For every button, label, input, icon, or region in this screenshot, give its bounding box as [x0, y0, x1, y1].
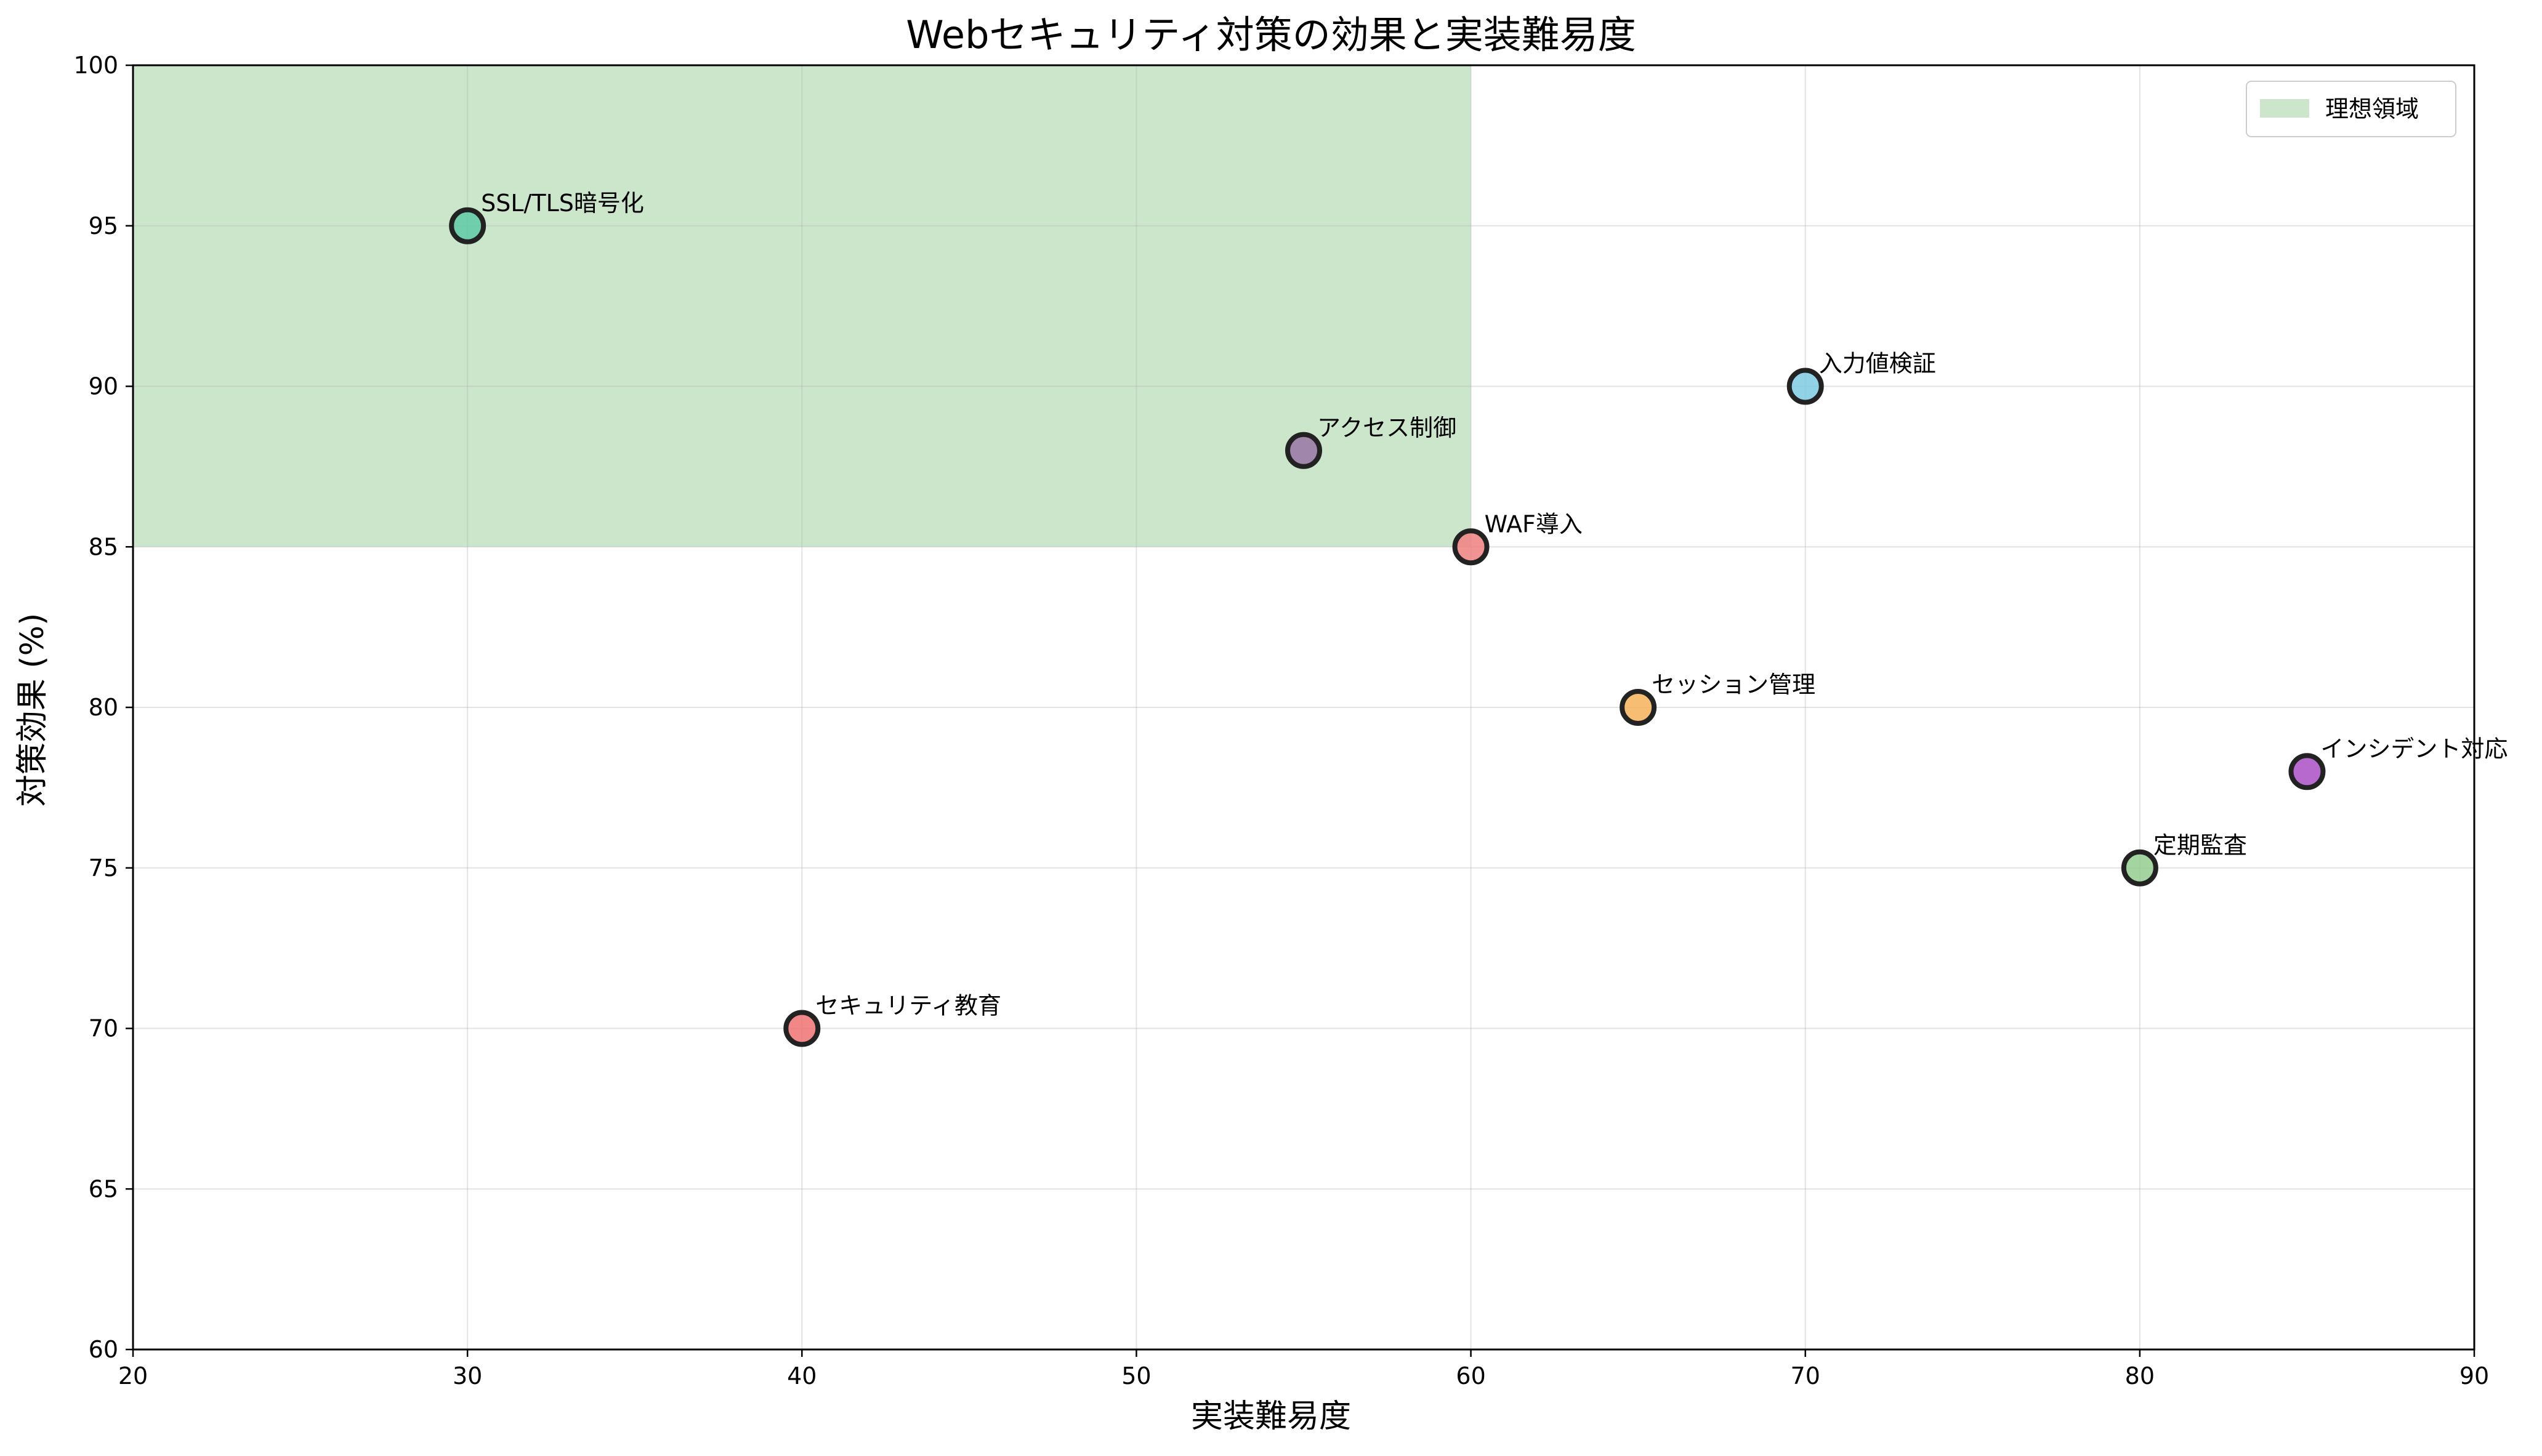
x-tick-label-7: 90 — [2459, 1362, 2489, 1390]
legend: 理想領域 — [2246, 81, 2456, 137]
y-tick-label-3: 75 — [89, 855, 118, 882]
y-tick-label-6: 90 — [89, 373, 118, 400]
x-tick-label-6: 80 — [2125, 1362, 2155, 1390]
x-tick-label-5: 70 — [1791, 1362, 1820, 1390]
y-tick-label-4: 80 — [89, 694, 118, 721]
data-point-label-6: 定期監査 — [2153, 832, 2247, 859]
legend-box — [2246, 81, 2456, 137]
y-tick-label-0: 60 — [89, 1336, 118, 1363]
chart-title: Webセキュリティ対策の効果と実装難易度 — [906, 12, 1636, 57]
plot-frame — [132, 64, 2475, 1351]
data-point-label-2: アクセス制御 — [1317, 414, 1456, 441]
x-tick-label-3: 50 — [1121, 1362, 1151, 1390]
y-axis-label: 対策効果 (%) — [14, 613, 51, 807]
legend-label-ideal-region: 理想領域 — [2325, 95, 2419, 123]
data-point-6 — [2121, 849, 2158, 887]
data-point-label-4: セッション管理 — [1652, 671, 1815, 698]
data-point-7 — [2288, 753, 2326, 790]
y-tick-label-8: 100 — [73, 52, 118, 79]
data-point-label-3: WAF導入 — [1485, 510, 1583, 537]
ideal-region — [133, 65, 1471, 547]
data-point-5 — [1786, 368, 1824, 405]
data-point-label-7: インシデント対応 — [2320, 735, 2508, 762]
data-point-3 — [1452, 528, 1490, 566]
data-point-label-5: 入力値検証 — [1819, 350, 1936, 377]
x-tick-label-0: 20 — [118, 1362, 148, 1390]
data-point-label-0: SSL/TLS暗号化 — [481, 190, 644, 217]
data-point-label-1: セキュリティ教育 — [815, 992, 1001, 1020]
x-tick-label-4: 60 — [1456, 1362, 1485, 1390]
x-axis-label: 実装難易度 — [1191, 1398, 1351, 1435]
y-tick-label-2: 70 — [89, 1015, 118, 1042]
y-tick-label-7: 95 — [89, 212, 118, 239]
data-point-4 — [1620, 689, 1657, 726]
y-tick-label-1: 65 — [89, 1175, 118, 1202]
data-point-1 — [783, 1010, 821, 1047]
legend-swatch-ideal-region — [2260, 99, 2309, 118]
plot-area: 20 30 40 50 60 70 80 90 60 65 70 75 80 85 90 95 100 SSL/T… — [73, 52, 2508, 1390]
x-tick-label-2: 40 — [787, 1362, 817, 1390]
data-point-0 — [449, 207, 486, 244]
y-tick-label-5: 85 — [89, 533, 118, 560]
data-point-2 — [1285, 432, 1322, 469]
x-tick-label-1: 30 — [453, 1362, 482, 1390]
